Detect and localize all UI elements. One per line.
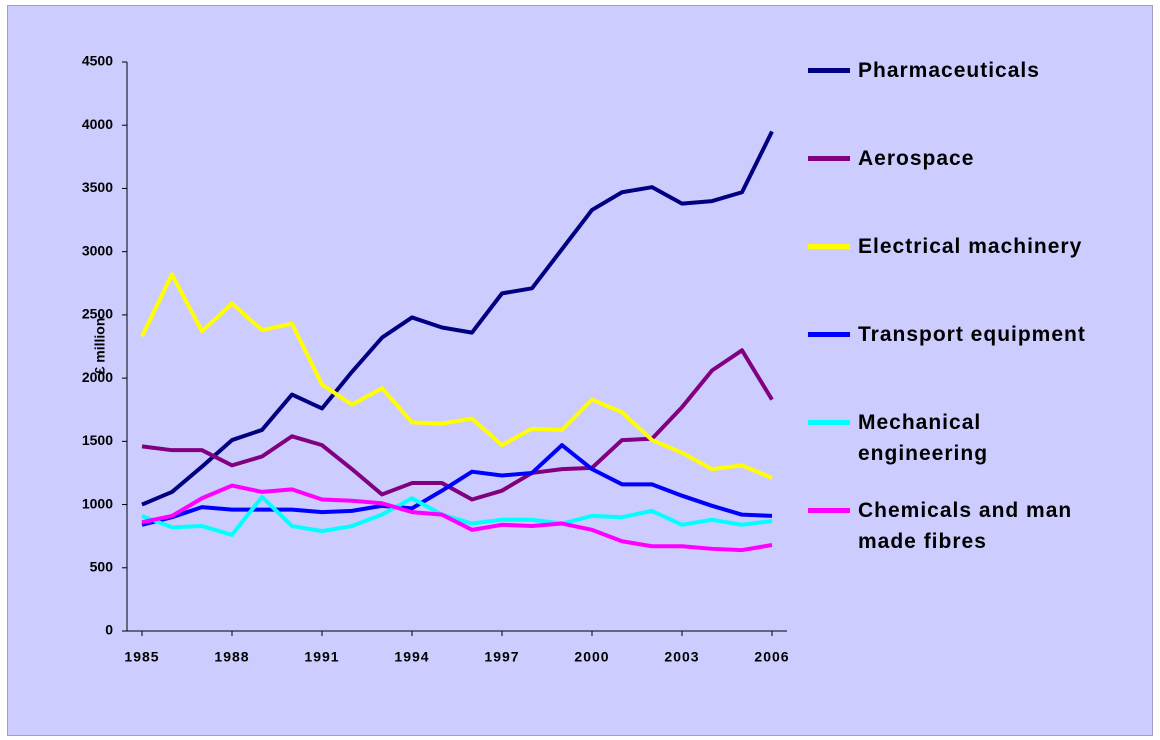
y-tick-label: 2500: [82, 306, 113, 322]
x-tick-label: 1997: [484, 649, 519, 665]
x-tick-label: 2003: [664, 649, 699, 665]
series-line: [140, 272, 773, 480]
legend-swatch: [808, 244, 850, 249]
series-line: [141, 443, 773, 527]
y-tick-label: 3500: [82, 179, 113, 195]
series-line: [141, 483, 773, 553]
x-tick-label: 2006: [754, 649, 789, 665]
y-tick-label: 1500: [82, 432, 113, 448]
legend-swatch: [808, 156, 850, 161]
y-axis-label: £ million: [92, 318, 108, 375]
y-tick-label: 3000: [82, 242, 113, 258]
legend-label: Transport equipment: [858, 323, 1086, 346]
x-tick-label: 1994: [394, 649, 429, 665]
y-tick-label: 2000: [82, 369, 113, 385]
legend-swatch: [808, 332, 850, 337]
y-tick-label: 500: [90, 558, 114, 574]
legend-swatch: [808, 68, 850, 73]
y-tick-label: 0: [105, 622, 113, 638]
legend-swatch: [808, 420, 850, 425]
legend-swatch: [808, 508, 850, 513]
chart-background: [7, 5, 1153, 736]
legend-label: Aerospace: [858, 147, 975, 170]
series-line: [141, 130, 774, 507]
y-tick-label: 1000: [82, 495, 113, 511]
legend-label: Chemicals and man made fibres: [858, 499, 1073, 553]
legend-label: Mechanical engineering: [858, 411, 989, 465]
x-tick-label: 1991: [304, 649, 339, 665]
y-tick-label: 4500: [82, 53, 113, 69]
series-line: [141, 494, 773, 537]
x-tick-label: 1988: [214, 649, 249, 665]
y-tick-label: 4000: [82, 116, 113, 132]
legend-label: Electrical machinery: [858, 235, 1083, 258]
legend-label: Pharmaceuticals: [858, 59, 1040, 82]
series-line: [141, 348, 774, 502]
x-tick-label: 1985: [124, 649, 159, 665]
x-tick-label: 2000: [574, 649, 609, 665]
